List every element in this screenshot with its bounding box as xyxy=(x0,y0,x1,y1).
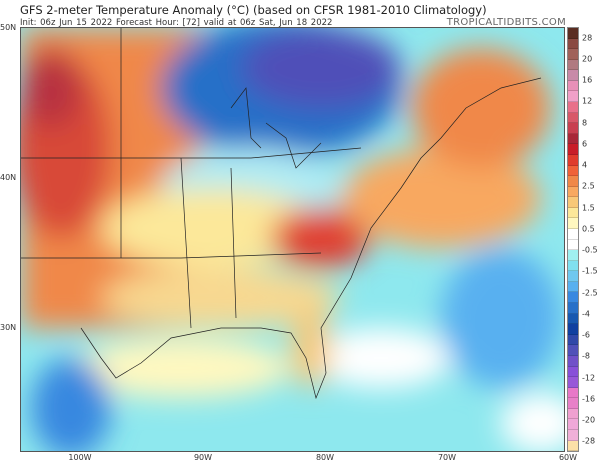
color-swatch xyxy=(568,197,578,208)
colorbar-label: -20 xyxy=(582,415,596,425)
color-swatch xyxy=(568,38,578,50)
color-swatch xyxy=(568,218,578,229)
lon-label-100w: 100W xyxy=(68,453,92,462)
color-swatch xyxy=(568,250,578,261)
lon-label-90w: 90W xyxy=(193,453,213,462)
color-swatch xyxy=(568,207,578,219)
color-swatch xyxy=(568,102,578,113)
color-swatch xyxy=(568,345,578,356)
colorbar-label: -2.5 xyxy=(582,288,598,298)
color-scale-bar xyxy=(567,27,579,452)
color-swatch xyxy=(568,144,578,155)
color-swatch xyxy=(568,59,578,71)
colorbar-label: -1.5 xyxy=(582,266,598,276)
color-swatch xyxy=(568,91,578,103)
color-swatch xyxy=(568,408,578,420)
color-swatch xyxy=(568,366,578,378)
color-swatch xyxy=(568,176,578,187)
color-swatch xyxy=(568,80,578,92)
color-swatch xyxy=(568,355,578,367)
temperature-anomaly-map xyxy=(20,27,565,452)
colorbar-label: 0.5 xyxy=(582,224,595,234)
color-swatch xyxy=(568,165,578,177)
color-swatch xyxy=(568,419,578,430)
color-swatch xyxy=(568,440,578,452)
lat-label-40n: 40N xyxy=(0,173,17,182)
colorbar-label: -16 xyxy=(582,394,596,404)
colorbar-label: -12 xyxy=(582,373,596,383)
color-swatch xyxy=(568,49,578,60)
color-swatch xyxy=(568,123,578,134)
color-swatch xyxy=(568,239,578,251)
lon-label-70w: 70W xyxy=(437,453,457,462)
color-swatch xyxy=(568,398,578,409)
lat-label-50n: 50N xyxy=(0,23,17,32)
color-swatch xyxy=(568,281,578,293)
color-swatch xyxy=(568,112,578,124)
color-swatch xyxy=(568,387,578,399)
colorbar-label: 1.5 xyxy=(582,203,595,213)
colorbar-label: -4 xyxy=(582,309,590,319)
color-swatch xyxy=(568,260,578,272)
colorbar-label: 8 xyxy=(582,118,588,128)
colorbar-label: 6 xyxy=(582,139,588,149)
colorbar-label: -0.5 xyxy=(582,245,598,255)
color-swatch xyxy=(568,334,578,346)
color-swatch xyxy=(568,70,578,81)
colorbar-label: 28 xyxy=(582,33,593,43)
color-swatch xyxy=(568,292,578,304)
color-swatch xyxy=(568,429,578,441)
color-swatch xyxy=(568,271,578,282)
colorbar-label: 2.5 xyxy=(582,181,595,191)
lon-label-80w: 80W xyxy=(315,453,335,462)
color-swatch xyxy=(568,133,578,145)
color-swatch xyxy=(568,228,578,240)
colorbar-label: -28 xyxy=(582,436,596,446)
color-swatch xyxy=(568,154,578,166)
colorbar-label: 4 xyxy=(582,160,588,170)
color-swatch xyxy=(568,28,578,39)
colorbar-label: -6 xyxy=(582,330,590,340)
colorbar-label: -8 xyxy=(582,351,590,361)
colorbar-label: 12 xyxy=(582,96,593,106)
color-swatch xyxy=(568,313,578,325)
color-swatch xyxy=(568,377,578,388)
color-swatch xyxy=(568,324,578,335)
lat-label-30n: 30N xyxy=(0,323,17,332)
color-swatch xyxy=(568,303,578,314)
brand-watermark: TROPICALTIDBITS.COM xyxy=(446,17,566,28)
map-subtitle: Init: 06z Jun 15 2022 Forecast Hour: [72… xyxy=(20,18,333,28)
colorbar-label: 20 xyxy=(582,54,593,64)
lon-label-60w: 60W xyxy=(558,453,578,462)
colorbar-label: 16 xyxy=(582,75,593,85)
map-title: GFS 2-meter Temperature Anomaly (°C) (ba… xyxy=(20,3,487,17)
color-swatch xyxy=(568,186,578,198)
